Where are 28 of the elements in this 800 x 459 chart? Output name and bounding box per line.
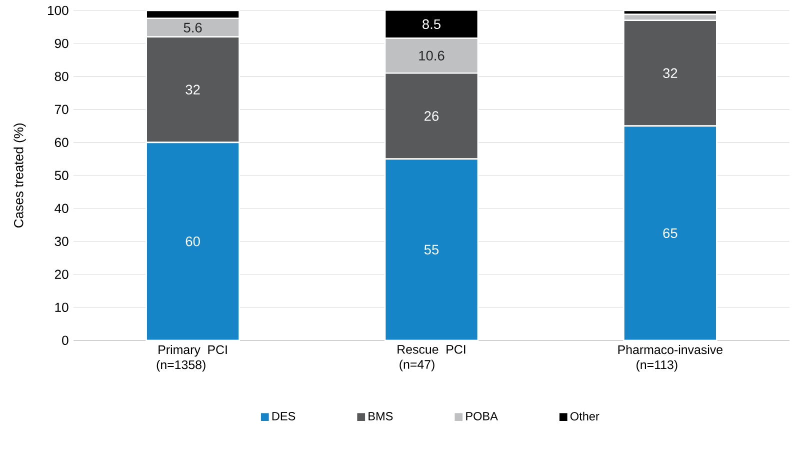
y-axis-title: Cases treated (%) — [14, 123, 26, 228]
data-label: 32 — [186, 84, 200, 94]
data-label: 32 — [663, 68, 678, 78]
y-tick-label: 20 — [54, 270, 68, 279]
y-tick-label: 90 — [54, 38, 68, 48]
data-label: 26 — [424, 110, 439, 121]
legend-label: Other — [570, 412, 600, 420]
y-tick-label: 80 — [54, 72, 68, 81]
data-label: 10.6 — [419, 50, 444, 60]
y-tick-label: 10 — [55, 302, 68, 312]
data-label: 5.6 — [184, 22, 202, 32]
legend-label: DES — [272, 412, 296, 420]
data-label: 65 — [663, 228, 678, 238]
y-tick-label: 60 — [54, 138, 68, 147]
y-tick-label: 70 — [54, 104, 68, 114]
y-tick-label: 40 — [54, 204, 68, 213]
x-tick-label: Pharmaco-invasive (n=113) — [618, 344, 722, 372]
data-label: 55 — [424, 244, 439, 254]
y-tick-label: 30 — [54, 236, 68, 246]
y-tick-label: 0 — [62, 335, 68, 345]
x-tick-label: Primary PCI (n=1358) — [156, 344, 227, 372]
y-tick-label: 50 — [54, 170, 68, 180]
legend-label: BMS — [368, 412, 393, 420]
legend-label: POBA — [466, 412, 498, 420]
data-label: 8.5 — [422, 19, 440, 29]
data-label: 60 — [186, 236, 200, 246]
x-tick-label: Rescue PCI (n=47) — [398, 344, 466, 372]
y-tick-label: 100 — [48, 6, 68, 15]
